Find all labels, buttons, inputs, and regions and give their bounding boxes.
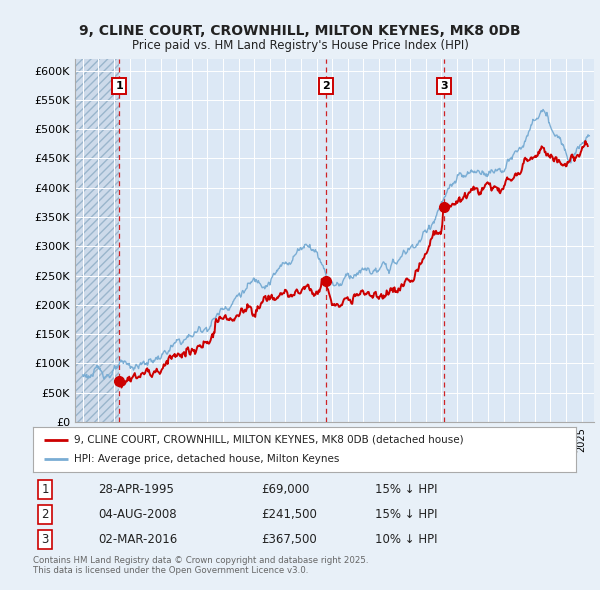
Text: 15% ↓ HPI: 15% ↓ HPI [375, 508, 437, 521]
Text: Contains HM Land Registry data © Crown copyright and database right 2025.
This d: Contains HM Land Registry data © Crown c… [33, 556, 368, 575]
Text: 2: 2 [41, 508, 49, 521]
Text: £367,500: £367,500 [261, 533, 317, 546]
Text: HPI: Average price, detached house, Milton Keynes: HPI: Average price, detached house, Milt… [74, 454, 339, 464]
Text: 04-AUG-2008: 04-AUG-2008 [98, 508, 177, 521]
Text: 10% ↓ HPI: 10% ↓ HPI [375, 533, 437, 546]
Text: £69,000: £69,000 [261, 483, 310, 496]
Text: £241,500: £241,500 [261, 508, 317, 521]
Text: Price paid vs. HM Land Registry's House Price Index (HPI): Price paid vs. HM Land Registry's House … [131, 39, 469, 52]
Text: 1: 1 [115, 81, 123, 91]
Text: 02-MAR-2016: 02-MAR-2016 [98, 533, 178, 546]
Text: 9, CLINE COURT, CROWNHILL, MILTON KEYNES, MK8 0DB (detached house): 9, CLINE COURT, CROWNHILL, MILTON KEYNES… [74, 435, 463, 445]
Text: 28-APR-1995: 28-APR-1995 [98, 483, 174, 496]
Text: 9, CLINE COURT, CROWNHILL, MILTON KEYNES, MK8 0DB: 9, CLINE COURT, CROWNHILL, MILTON KEYNES… [79, 24, 521, 38]
Bar [75, 59, 119, 422]
Text: 1: 1 [41, 483, 49, 496]
Text: 2: 2 [322, 81, 329, 91]
Text: 3: 3 [41, 533, 49, 546]
Text: 15% ↓ HPI: 15% ↓ HPI [375, 483, 437, 496]
Text: 3: 3 [440, 81, 448, 91]
